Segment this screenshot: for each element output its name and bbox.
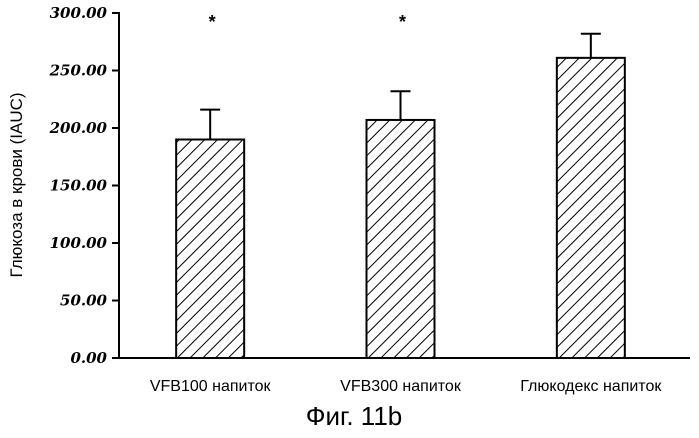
y-ticks: 0.00 50.00 100.00 150.00 200.00 250.00 300.00 bbox=[49, 4, 119, 367]
significance-marker: * bbox=[399, 12, 406, 32]
figure-caption: Фиг. 11b bbox=[306, 401, 403, 431]
y-tick-label: 200.00 bbox=[49, 119, 108, 137]
y-axis-label: Глюкоза в крови (IAUC) bbox=[7, 92, 26, 277]
bar bbox=[176, 140, 244, 359]
x-tick-label: VFB100 напиток bbox=[150, 378, 272, 395]
bars: ** bbox=[176, 12, 625, 358]
y-tick-label: 300.00 bbox=[50, 4, 108, 22]
significance-marker: * bbox=[209, 12, 216, 32]
bar bbox=[557, 58, 625, 358]
y-tick-label: 100.00 bbox=[50, 234, 108, 252]
y-tick-label: 150.00 bbox=[50, 177, 108, 195]
x-tick-label: VFB300 напиток bbox=[340, 378, 462, 395]
bar bbox=[367, 120, 435, 358]
y-tick-label: 250.00 bbox=[49, 62, 108, 80]
category-labels: VFB100 напиток VFB300 напиток Глюкодекс на… bbox=[150, 378, 663, 395]
y-tick-label: 0.00 bbox=[70, 349, 107, 367]
y-tick-label: 50.00 bbox=[60, 292, 108, 310]
x-tick-label: Глюкодекс напиток bbox=[520, 378, 662, 395]
